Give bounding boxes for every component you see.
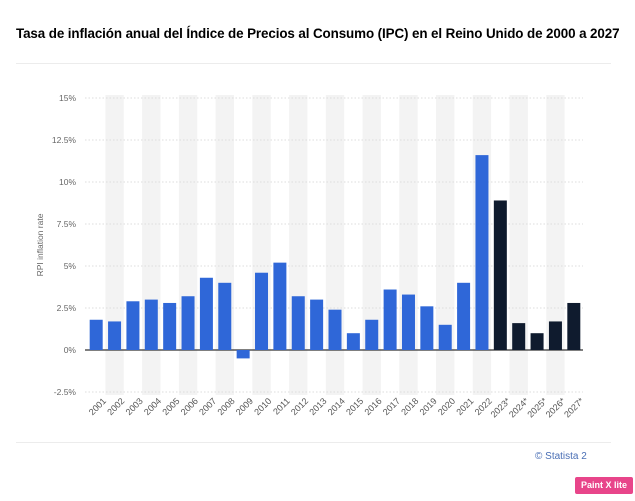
bar[interactable] — [310, 299, 324, 350]
x-tick-label: 2007 — [197, 396, 218, 417]
x-axis-ticks: 2001200220032004200520062007200820092010… — [87, 396, 586, 420]
bar[interactable] — [236, 350, 250, 359]
bar[interactable] — [218, 282, 232, 350]
bar[interactable] — [457, 282, 471, 350]
bar[interactable] — [89, 319, 103, 350]
bar[interactable] — [126, 301, 140, 350]
y-tick-label: 12.5% — [52, 135, 77, 145]
bar[interactable] — [512, 323, 526, 350]
y-axis-ticks: -2.5% 0% 2.5% 5% 7.5% 10% 12.5% 15% — [52, 93, 77, 397]
x-tick-label: 2027* — [562, 396, 586, 420]
bar[interactable] — [199, 277, 213, 350]
bar[interactable] — [401, 294, 415, 350]
column-band — [105, 95, 124, 395]
x-tick-label: 2001 — [87, 396, 108, 417]
column-band — [436, 95, 455, 395]
bar[interactable] — [420, 306, 434, 350]
statista-credit-link[interactable]: © Statista 2 — [535, 451, 587, 462]
x-tick-label: 2016 — [362, 396, 383, 417]
bar[interactable] — [144, 299, 158, 350]
bar[interactable] — [181, 296, 195, 350]
y-tick-label: 5% — [64, 261, 77, 271]
bar[interactable] — [163, 302, 177, 350]
bars — [89, 155, 581, 359]
paint-x-lite-badge: Paint X lite — [575, 477, 634, 494]
x-tick-label: 2021 — [454, 396, 475, 417]
chart-title: Tasa de inflación anual del Índice de Pr… — [16, 26, 620, 41]
x-tick-label: 2008 — [215, 396, 236, 417]
x-tick-label: 2004 — [142, 396, 163, 417]
bar[interactable] — [328, 309, 342, 350]
x-tick-label: 2015 — [344, 396, 365, 417]
x-tick-label: 2020 — [436, 396, 457, 417]
y-axis-label: RPI inflation rate — [35, 213, 45, 276]
y-tick-label: 10% — [59, 177, 76, 187]
x-tick-label: 2013 — [307, 396, 328, 417]
frame-divider-top — [16, 63, 611, 64]
bar[interactable] — [255, 272, 269, 350]
y-tick-label: 7.5% — [57, 219, 77, 229]
bar[interactable] — [475, 155, 489, 350]
column-band — [546, 95, 565, 395]
bar[interactable] — [567, 302, 581, 350]
y-tick-label: -2.5% — [54, 387, 77, 397]
column-band — [509, 95, 528, 395]
bar[interactable] — [493, 200, 507, 350]
x-tick-label: 2003 — [124, 396, 145, 417]
bar[interactable] — [365, 319, 379, 350]
bar[interactable] — [438, 324, 452, 350]
x-tick-label: 2012 — [289, 396, 310, 417]
y-tick-label: 0% — [64, 345, 77, 355]
bar[interactable] — [383, 289, 397, 350]
bar[interactable] — [273, 262, 287, 350]
x-tick-label: 2017 — [381, 396, 402, 417]
x-tick-label: 2009 — [234, 396, 255, 417]
bar[interactable] — [291, 296, 305, 350]
y-tick-label: 2.5% — [57, 303, 77, 313]
x-tick-label: 2010 — [252, 396, 273, 417]
bar[interactable] — [346, 333, 360, 350]
y-tick-label: 15% — [59, 93, 76, 103]
x-tick-label: 2005 — [160, 396, 181, 417]
bar[interactable] — [548, 321, 562, 350]
bar[interactable] — [108, 321, 122, 350]
x-tick-label: 2011 — [271, 396, 292, 417]
x-tick-label: 2018 — [399, 396, 420, 417]
x-tick-label: 2014 — [326, 396, 347, 417]
x-tick-label: 2002 — [105, 396, 126, 417]
frame-divider-bottom — [16, 442, 611, 443]
bar[interactable] — [530, 333, 544, 350]
x-tick-label: 2019 — [418, 396, 439, 417]
x-tick-label: 2006 — [179, 396, 200, 417]
